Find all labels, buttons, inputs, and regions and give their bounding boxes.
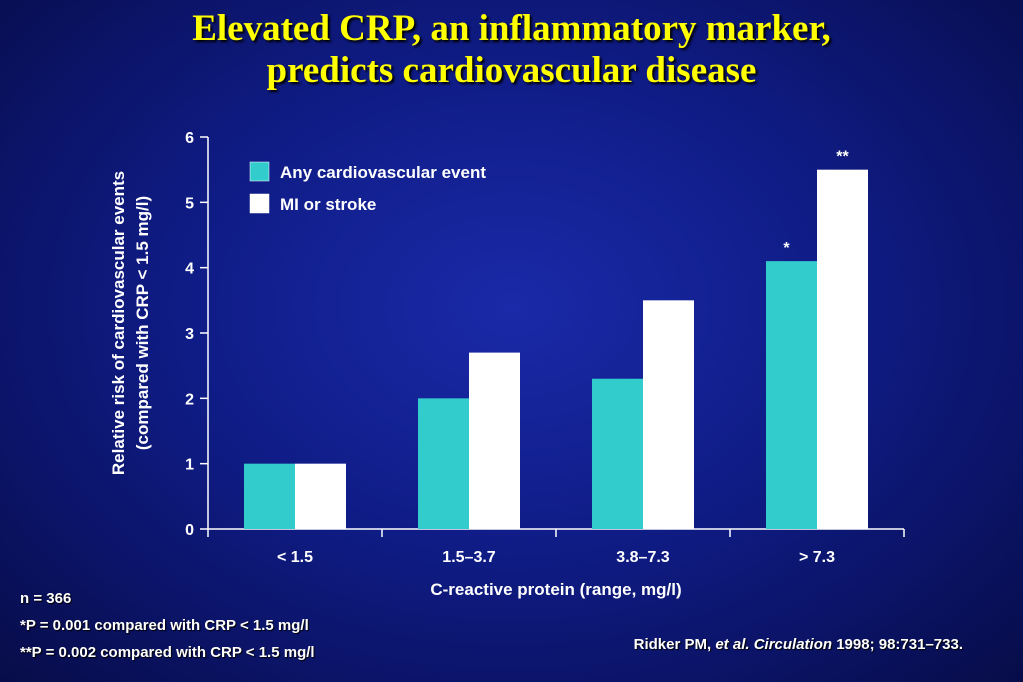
- bar-any-cv-event: [244, 463, 295, 529]
- bar-any-cv-event: [766, 261, 817, 529]
- legend-label-any-cv-event: Any cardiovascular event: [280, 163, 486, 182]
- y-tick-label: 5: [185, 195, 194, 212]
- slide-title-line2: predicts cardiovascular disease: [266, 50, 757, 91]
- y-tick-label: 1: [185, 457, 194, 474]
- y-tick-label: 0: [185, 522, 194, 539]
- bar-mi-or-stroke: [643, 300, 694, 529]
- slide-title: Elevated CRP, an inflammatory marker, pr…: [0, 8, 1023, 92]
- citation: Ridker PM, et al. Circulation 1998; 98:7…: [634, 636, 963, 653]
- legend-swatch-mi-or-stroke: [249, 193, 270, 214]
- bar-mi-or-stroke: [295, 463, 346, 529]
- significance-marker: **: [836, 149, 849, 166]
- bar-mi-or-stroke: [817, 169, 868, 529]
- y-tick-label: 3: [185, 326, 194, 343]
- y-tick-label: 2: [185, 391, 194, 408]
- citation-authors: Ridker PM,: [633, 636, 712, 653]
- x-axis-label: C-reactive protein (range, mg/l): [430, 580, 681, 599]
- citation-details: 1998; 98:731–733.: [836, 636, 963, 653]
- footnote-p2: **P = 0.002 compared with CRP < 1.5 mg/l: [20, 644, 315, 661]
- bar-any-cv-event: [418, 398, 469, 529]
- y-axis-label-line2: (compared with CRP < 1.5 mg/l): [133, 196, 152, 450]
- x-tick-label: > 7.3: [799, 549, 835, 566]
- bar-any-cv-event: [592, 378, 643, 529]
- bar-mi-or-stroke: [469, 352, 520, 529]
- x-tick-label: < 1.5: [277, 549, 313, 566]
- legend-swatch-any-cv-event: [249, 161, 270, 182]
- citation-etal: et al.: [715, 636, 750, 653]
- legend-label-mi-or-stroke: MI or stroke: [280, 195, 376, 214]
- y-tick-label: 6: [185, 130, 194, 147]
- footnote-p1: *P = 0.001 compared with CRP < 1.5 mg/l: [20, 617, 309, 634]
- significance-marker: *: [783, 240, 790, 257]
- x-tick-label: 1.5–3.7: [442, 549, 495, 566]
- slide-title-line1: Elevated CRP, an inflammatory marker,: [192, 8, 831, 49]
- y-tick-label: 4: [185, 261, 194, 278]
- y-axis-label-line1: Relative risk of cardiovascular events: [109, 171, 128, 475]
- x-tick-label: 3.8–7.3: [616, 549, 669, 566]
- footnote-n: n = 366: [20, 590, 72, 607]
- citation-journal: Circulation: [753, 636, 833, 653]
